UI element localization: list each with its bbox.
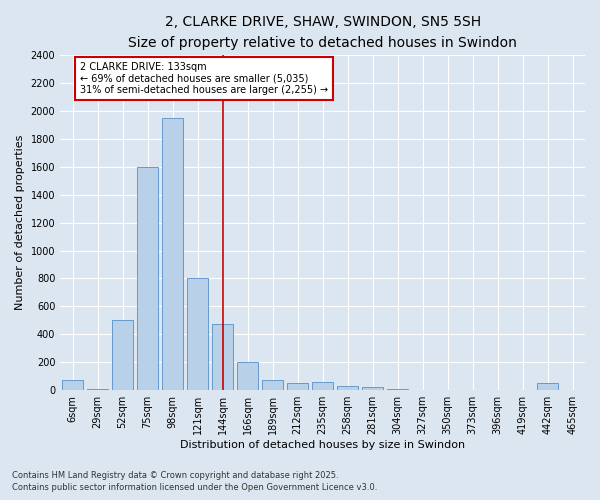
X-axis label: Distribution of detached houses by size in Swindon: Distribution of detached houses by size … [180,440,465,450]
Y-axis label: Number of detached properties: Number of detached properties [15,135,25,310]
Bar [62,380,83,390]
Bar [212,324,233,390]
Text: Contains public sector information licensed under the Open Government Licence v3: Contains public sector information licen… [12,483,377,492]
Bar [237,362,258,390]
Text: Contains HM Land Registry data © Crown copyright and database right 2025.: Contains HM Land Registry data © Crown c… [12,470,338,480]
Bar [337,386,358,390]
Bar [162,118,183,390]
Bar [537,383,558,390]
Bar [362,386,383,390]
Bar [112,320,133,390]
Bar [137,166,158,390]
Bar [87,389,108,390]
Bar [262,380,283,390]
Bar [312,382,333,390]
Bar [287,383,308,390]
Bar [387,389,408,390]
Title: 2, CLARKE DRIVE, SHAW, SWINDON, SN5 5SH
Size of property relative to detached ho: 2, CLARKE DRIVE, SHAW, SWINDON, SN5 5SH … [128,15,517,50]
Text: 2 CLARKE DRIVE: 133sqm
← 69% of detached houses are smaller (5,035)
31% of semi-: 2 CLARKE DRIVE: 133sqm ← 69% of detached… [80,62,328,95]
Bar [187,278,208,390]
